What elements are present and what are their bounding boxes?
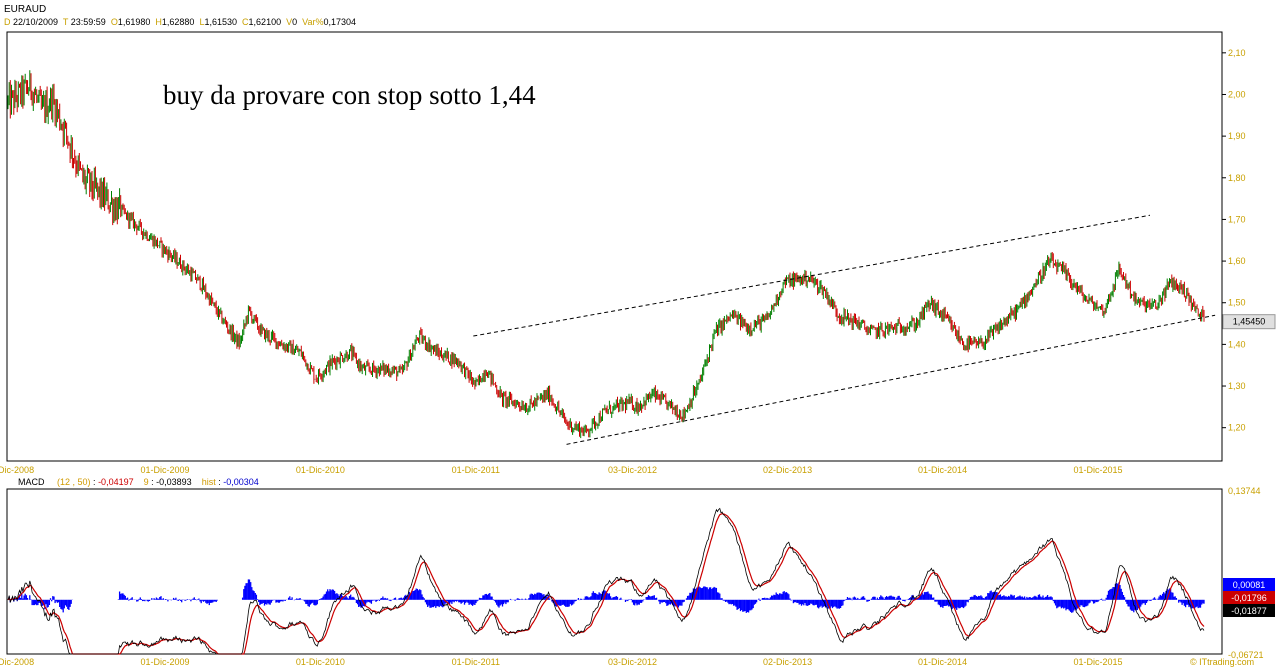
macd-x-tick-label: 01-Dic-2008	[0, 657, 34, 667]
date-key: D	[4, 17, 11, 27]
macd-value-box	[1223, 604, 1275, 617]
macd-value-box	[1223, 591, 1275, 604]
price-y-tick-label: 1,90	[1228, 131, 1246, 141]
macd-signal-line	[7, 512, 1205, 655]
macd-x-tick-label: 02-Dic-2013	[763, 657, 812, 667]
var-key: Var%	[302, 17, 324, 27]
price-x-tick-label: 01-Dic-2008	[0, 465, 34, 475]
open-key: O	[110, 17, 118, 27]
macd-value-label: 0,00081	[1233, 580, 1266, 590]
price-y-tick-label: 1,20	[1228, 423, 1246, 433]
macd-x-tick-label: 01-Dic-2015	[1073, 657, 1122, 667]
annotation-text: buy da provare con stop sotto 1,44	[163, 80, 536, 110]
ohlc-header: D 22/10/2009 T 23:59:59 O1,61980 H1,6288…	[4, 17, 356, 27]
macd-x-tick-label: 03-Dic-2012	[608, 657, 657, 667]
macd-label: MACD	[18, 477, 45, 487]
price-y-tick-label: 1,40	[1228, 339, 1246, 349]
hist-value: -0,00304	[223, 477, 259, 487]
macd-x-tick-label: 01-Dic-2011	[452, 657, 500, 667]
time-value: 23:59:59	[70, 17, 106, 27]
price-x-tick-label: 01-Dic-2010	[296, 465, 345, 475]
price-x-tick-label: 02-Dic-2013	[763, 465, 812, 475]
macd-x-tick-label: 01-Dic-2009	[140, 657, 189, 667]
macd-panel-frame	[6, 488, 1223, 655]
price-panel-frame	[6, 31, 1223, 462]
macd-value-label: -0,01796	[1231, 593, 1267, 603]
hist-label: hist	[201, 477, 216, 487]
price-y-tick-label: 1,50	[1228, 298, 1246, 308]
price-y-tick-label: 1,60	[1228, 256, 1246, 266]
price-x-tick-label: 01-Dic-2014	[918, 465, 967, 475]
watermark: © ITtrading.com	[1190, 657, 1255, 667]
price-y-tick-label: 2,10	[1228, 48, 1246, 58]
volume-key: V	[286, 17, 293, 27]
price-y-tick-label: 1,30	[1228, 381, 1246, 391]
close-value: 1,62100	[248, 17, 282, 27]
volume-value: 0	[292, 17, 298, 27]
high-key: H	[155, 17, 162, 27]
time-key: T	[62, 17, 69, 27]
signal-period: 9	[143, 477, 149, 487]
high-value: 1,62880	[161, 17, 195, 27]
macd-value-label: -0,01877	[1231, 606, 1267, 616]
macd-line	[7, 507, 1205, 655]
open-value: 1,61980	[117, 17, 151, 27]
macd-x-tick-label: 01-Dic-2010	[296, 657, 345, 667]
channel-lower-line	[566, 314, 1216, 445]
macd-y-tick-label: -0,06721	[1228, 650, 1264, 660]
low-key: L	[199, 17, 205, 27]
price-y-tick-label: 1,70	[1228, 214, 1246, 224]
last-price-box	[1222, 314, 1276, 330]
price-x-tick-label: 01-Dic-2011	[452, 465, 500, 475]
var-value: 0,17304	[323, 17, 357, 27]
channel-upper-line	[473, 214, 1151, 337]
price-y-tick-label: 1,80	[1228, 173, 1246, 183]
macd-params: (12 , 50)	[57, 477, 91, 487]
macd-header: MACD (12 , 50) : -0,04197 9 : -0,03893 h…	[18, 477, 259, 487]
macd-x-tick-label: 01-Dic-2014	[918, 657, 967, 667]
low-value: 1,61530	[204, 17, 238, 27]
last-price-label: 1,45450	[1233, 317, 1266, 327]
chart-symbol: EURAUD	[4, 4, 47, 15]
price-x-tick-label: 01-Dic-2009	[140, 465, 189, 475]
date-value: 22/10/2009	[13, 17, 59, 27]
signal-value: -0,03893	[156, 477, 192, 487]
macd-value: -0,04197	[98, 477, 134, 487]
price-x-tick-label: 03-Dic-2012	[608, 465, 657, 475]
macd-y-tick-label: 0,13744	[1228, 486, 1261, 496]
macd-value-box	[1223, 578, 1275, 591]
price-x-tick-label: 01-Dic-2015	[1073, 465, 1122, 475]
price-y-tick-label: 2,00	[1228, 89, 1246, 99]
close-key: C	[242, 17, 249, 27]
